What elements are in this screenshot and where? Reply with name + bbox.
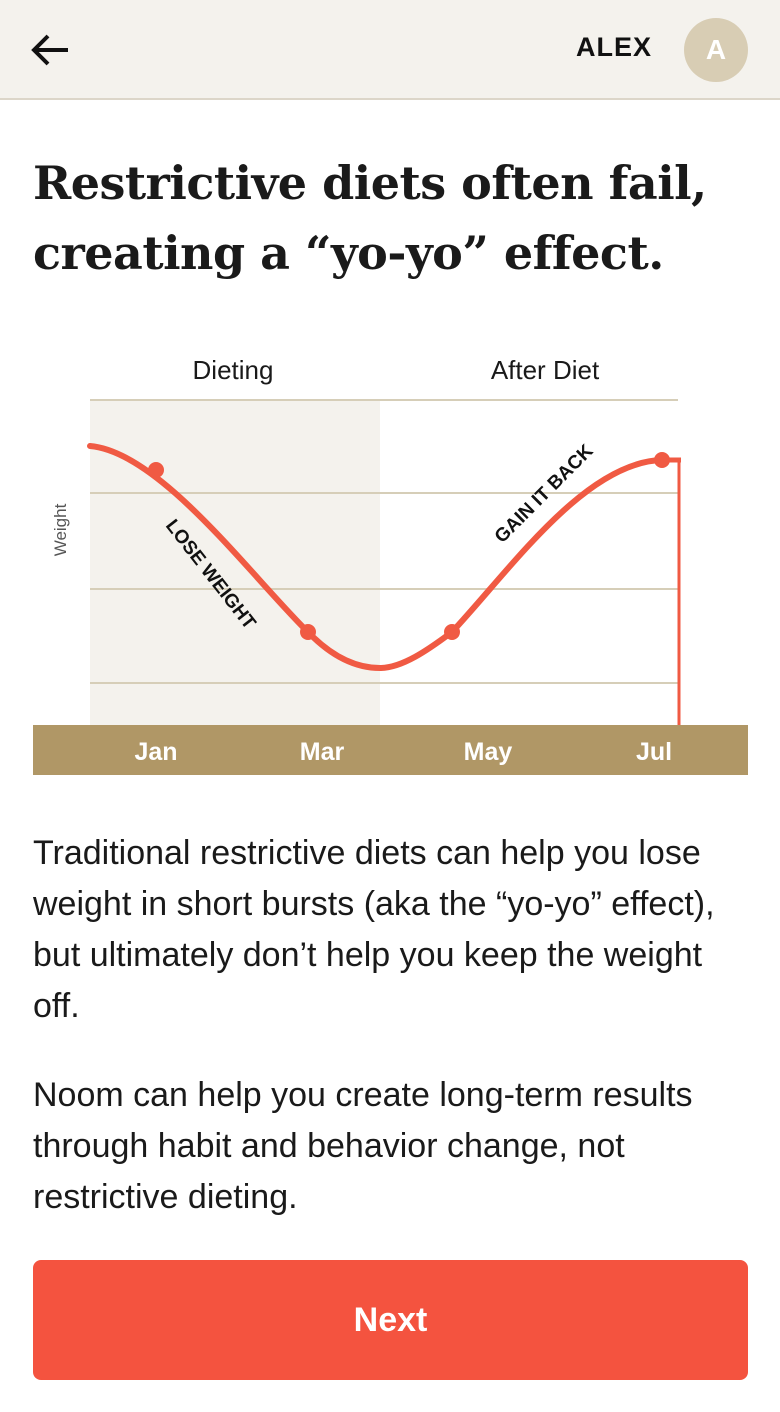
avatar-initial: A — [705, 34, 727, 65]
x-tick-label: Mar — [300, 738, 345, 766]
x-tick-label: Jul — [636, 738, 672, 766]
body-paragraph-1: Traditional restrictive diets can help y… — [33, 834, 715, 1025]
data-point — [654, 452, 670, 468]
yo-yo-chart: Dieting After Diet Weight LOSE WEIGHT GA… — [33, 355, 748, 775]
data-point — [148, 462, 164, 478]
avatar[interactable]: A — [684, 18, 748, 82]
data-point — [300, 624, 316, 640]
phase-label-dieting: Dieting — [193, 355, 274, 385]
x-tick-label: Jan — [134, 738, 177, 766]
data-point — [444, 624, 460, 640]
x-axis-band — [33, 725, 748, 775]
dieting-band — [90, 400, 380, 725]
phase-label-after-diet: After Diet — [491, 355, 600, 385]
y-axis-label: Weight — [51, 503, 70, 556]
next-button[interactable]: Next — [33, 1260, 748, 1380]
x-tick-label: May — [464, 738, 513, 766]
page-title: Restrictive diets often fail, creating a… — [33, 156, 707, 280]
body-paragraph-2: Noom can help you create long-term resul… — [33, 1076, 693, 1216]
user-name: ALEX — [575, 32, 652, 62]
back-arrow-icon[interactable] — [28, 30, 72, 70]
top-bar: ALEX A — [0, 0, 780, 100]
weight-curve — [87, 443, 665, 672]
